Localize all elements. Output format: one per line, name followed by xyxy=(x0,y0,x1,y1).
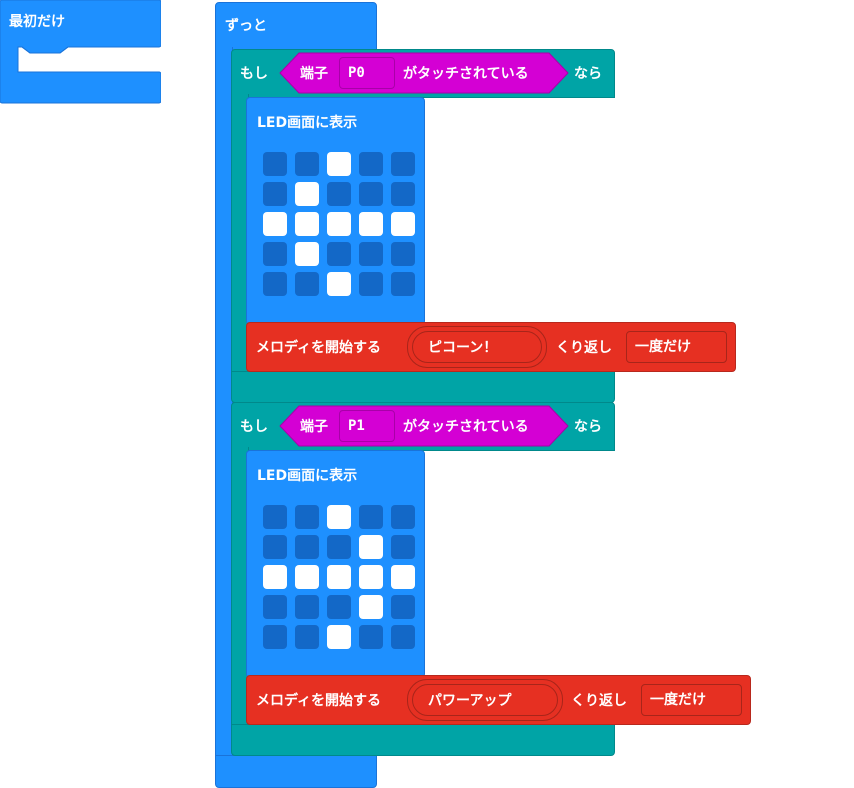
led-cell[interactable] xyxy=(359,535,383,559)
melody-value: パワーアップ xyxy=(428,693,512,709)
pin-prefix-label: 端子 xyxy=(300,66,328,82)
led-cell[interactable] xyxy=(391,625,415,649)
led-cell[interactable] xyxy=(359,565,383,589)
if-footer xyxy=(231,371,615,403)
if-footer xyxy=(231,724,615,756)
led-cell[interactable] xyxy=(327,152,351,176)
pin-prefix-label: 端子 xyxy=(300,419,328,435)
led-cell[interactable] xyxy=(391,182,415,206)
led-cell[interactable] xyxy=(391,565,415,589)
pin-value: P0 xyxy=(348,65,365,81)
repeat-label: くり返し xyxy=(556,340,612,356)
led-cell[interactable] xyxy=(359,152,383,176)
repeat-label: くり返し xyxy=(571,693,627,709)
led-cell[interactable] xyxy=(327,272,351,296)
show-leds-label: LED画面に表示 xyxy=(257,115,358,131)
led-cell[interactable] xyxy=(263,625,287,649)
led-cell[interactable] xyxy=(359,182,383,206)
led-cell[interactable] xyxy=(263,212,287,236)
led-cell[interactable] xyxy=(359,595,383,619)
then-label: なら xyxy=(574,419,602,435)
if-block-1[interactable]: もし 端子 P0 がタッチされている なら LED画面に表示 メロディを開始する… xyxy=(231,49,736,403)
led-cell[interactable] xyxy=(391,535,415,559)
melody-dropdown[interactable]: パワーアップ xyxy=(407,679,563,721)
led-cell[interactable] xyxy=(359,625,383,649)
led-cell[interactable] xyxy=(263,535,287,559)
if-label: もし xyxy=(240,419,268,435)
play-melody-block[interactable]: メロディを開始する パワーアップ くり返し 一度だけ xyxy=(246,675,751,725)
show-leds-label: LED画面に表示 xyxy=(257,468,358,484)
led-cell[interactable] xyxy=(263,242,287,266)
led-cell[interactable] xyxy=(295,182,319,206)
led-cell[interactable] xyxy=(359,505,383,529)
repeat-value: 一度だけ xyxy=(635,339,691,355)
led-cell[interactable] xyxy=(391,212,415,236)
melody-dropdown-inner xyxy=(412,684,558,716)
led-cell[interactable] xyxy=(359,242,383,266)
pin-dropdown[interactable]: P1 xyxy=(339,410,395,442)
led-cell[interactable] xyxy=(327,212,351,236)
led-cell[interactable] xyxy=(391,595,415,619)
led-cell[interactable] xyxy=(263,152,287,176)
led-cell[interactable] xyxy=(263,565,287,589)
led-cell[interactable] xyxy=(295,242,319,266)
led-cell[interactable] xyxy=(359,212,383,236)
led-cell[interactable] xyxy=(263,595,287,619)
led-cell[interactable] xyxy=(327,242,351,266)
led-cell[interactable] xyxy=(295,595,319,619)
repeat-value: 一度だけ xyxy=(650,692,706,708)
led-cell[interactable] xyxy=(295,535,319,559)
touched-label: がタッチされている xyxy=(403,419,529,435)
led-cell[interactable] xyxy=(295,212,319,236)
led-grid[interactable] xyxy=(263,505,419,655)
led-cell[interactable] xyxy=(263,505,287,529)
if-label: もし xyxy=(240,66,268,82)
led-grid[interactable] xyxy=(263,152,419,302)
repeat-dropdown[interactable]: 一度だけ xyxy=(626,331,727,363)
led-cell[interactable] xyxy=(327,505,351,529)
play-melody-block[interactable]: メロディを開始する ピコーン！ くり返し 一度だけ xyxy=(246,322,736,372)
led-cell[interactable] xyxy=(295,152,319,176)
led-cell[interactable] xyxy=(263,182,287,206)
led-cell[interactable] xyxy=(391,152,415,176)
show-leds-block[interactable]: LED画面に表示 xyxy=(246,450,425,678)
melody-dropdown-inner xyxy=(412,331,542,363)
melody-dropdown[interactable]: ピコーン！ xyxy=(407,326,547,368)
led-cell[interactable] xyxy=(327,595,351,619)
forever-label: ずっと xyxy=(225,18,267,34)
led-cell[interactable] xyxy=(327,182,351,206)
forever-top xyxy=(215,2,377,52)
melody-label: メロディを開始する xyxy=(256,693,382,709)
led-cell[interactable] xyxy=(295,505,319,529)
led-cell[interactable] xyxy=(327,625,351,649)
led-cell[interactable] xyxy=(295,625,319,649)
on-start-block[interactable]: 最初だけ xyxy=(0,0,161,105)
touched-label: がタッチされている xyxy=(403,66,529,82)
forever-bottom xyxy=(215,755,377,788)
led-cell[interactable] xyxy=(327,535,351,559)
show-leds-block[interactable]: LED画面に表示 xyxy=(246,97,425,325)
melody-value: ピコーン！ xyxy=(428,340,498,356)
melody-label: メロディを開始する xyxy=(256,340,382,356)
led-cell[interactable] xyxy=(391,272,415,296)
pin-dropdown[interactable]: P0 xyxy=(339,57,395,89)
led-cell[interactable] xyxy=(295,565,319,589)
repeat-dropdown[interactable]: 一度だけ xyxy=(641,684,742,716)
led-cell[interactable] xyxy=(263,272,287,296)
led-cell[interactable] xyxy=(391,242,415,266)
on-start-label: 最初だけ xyxy=(9,14,65,30)
on-start-shape xyxy=(0,0,161,104)
led-cell[interactable] xyxy=(391,505,415,529)
if-block-2[interactable]: もし 端子 P1 がタッチされている なら LED画面に表示 メロディを開始する… xyxy=(231,402,751,756)
pin-value: P1 xyxy=(348,418,365,434)
led-cell[interactable] xyxy=(295,272,319,296)
led-cell[interactable] xyxy=(327,565,351,589)
led-cell[interactable] xyxy=(359,272,383,296)
then-label: なら xyxy=(574,66,602,82)
